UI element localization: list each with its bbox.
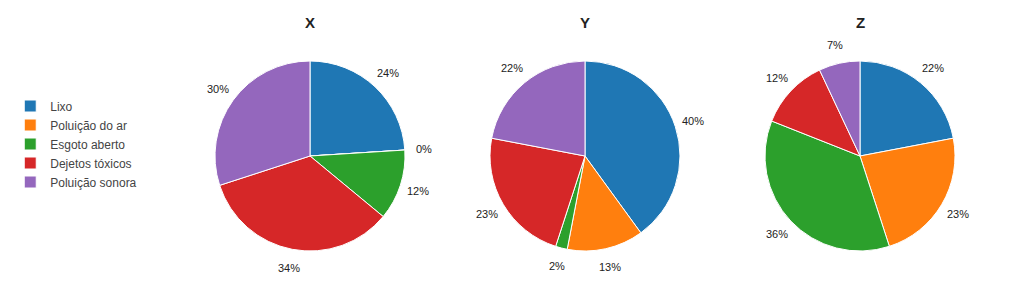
svg-text:X: X [305,14,315,31]
svg-text:Poluição do ar: Poluição do ar [50,119,127,133]
svg-text:36%: 36% [766,228,788,240]
svg-text:24%: 24% [377,67,399,79]
svg-text:Dejetos tóxicos: Dejetos tóxicos [50,157,131,171]
svg-text:13%: 13% [599,261,621,273]
svg-text:7%: 7% [827,39,843,51]
svg-text:Y: Y [580,14,590,31]
svg-text:34%: 34% [278,262,300,274]
svg-text:Z: Z [856,14,865,31]
svg-text:2%: 2% [549,260,565,272]
svg-text:40%: 40% [682,115,704,127]
svg-text:23%: 23% [476,208,498,220]
svg-text:Lixo: Lixo [50,100,72,114]
svg-text:30%: 30% [207,83,229,95]
svg-text:22%: 22% [501,62,523,74]
svg-text:22%: 22% [922,62,944,74]
svg-text:Esgoto aberto: Esgoto aberto [50,138,125,152]
svg-text:23%: 23% [947,208,969,220]
svg-text:12%: 12% [407,185,429,197]
svg-text:Poluição sonora: Poluição sonora [50,176,136,190]
svg-text:12%: 12% [766,72,788,84]
svg-text:0%: 0% [416,143,432,155]
